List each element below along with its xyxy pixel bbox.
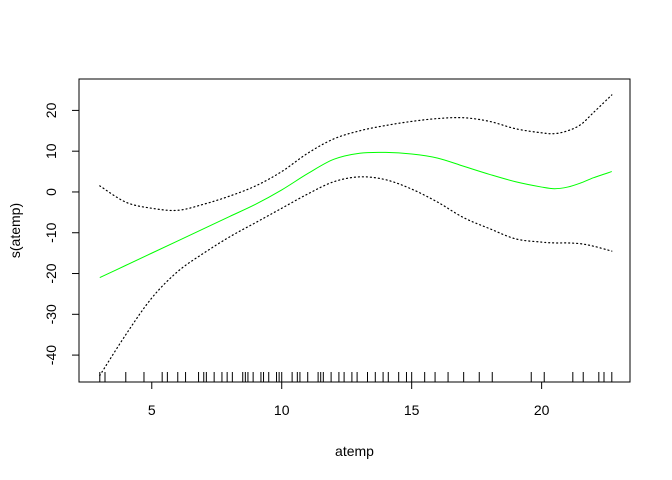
y-tick-label: -20 (43, 263, 59, 283)
x-tick-label: 15 (404, 402, 420, 418)
x-axis-title: atemp (335, 443, 374, 459)
y-axis: -40 -30 -20 -10 0 10 20 (43, 102, 80, 365)
y-tick-label: -10 (43, 222, 59, 242)
y-tick-label: 10 (43, 143, 59, 159)
series-fit (99, 151, 612, 279)
series-lower-band (99, 176, 613, 377)
y-tick-label: 20 (43, 102, 59, 118)
x-tick-label: 10 (274, 402, 290, 418)
y-axis-title: s(atemp) (7, 203, 23, 258)
plot-frame (78, 78, 631, 383)
rug (99, 372, 613, 382)
y-tick-label: -30 (43, 304, 59, 324)
x-tick-label: 20 (534, 402, 550, 418)
x-tick-label: 5 (148, 402, 156, 418)
plot-content (99, 94, 613, 382)
y-tick-label: 0 (43, 188, 59, 196)
x-axis: 5 10 15 20 (148, 381, 550, 418)
y-tick-label: -40 (43, 345, 59, 365)
series-upper-band (99, 94, 613, 212)
